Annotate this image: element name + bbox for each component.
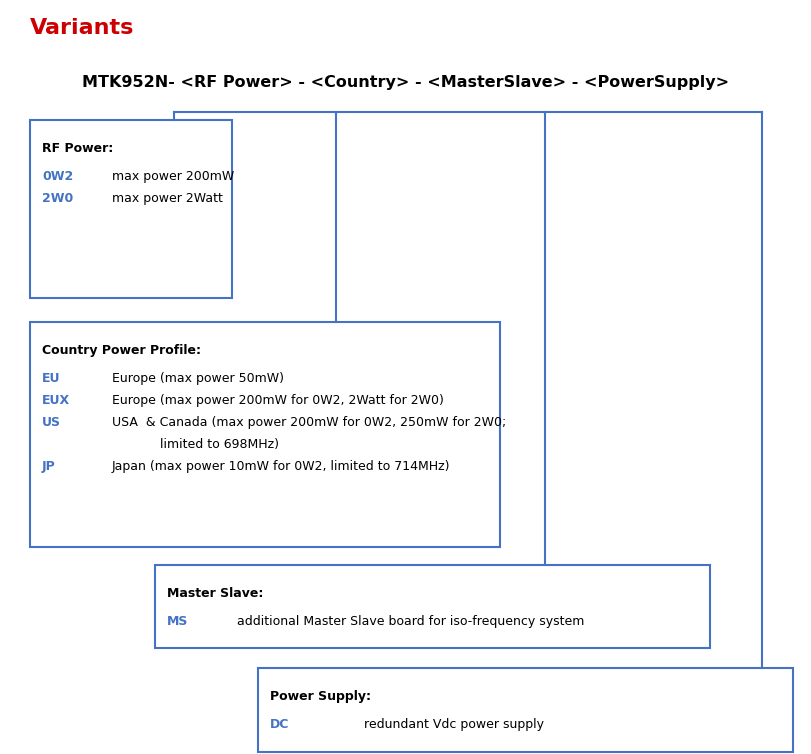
Text: 0W2: 0W2 — [42, 170, 73, 183]
Text: Power Supply:: Power Supply: — [270, 690, 371, 703]
Bar — [30, 322, 500, 547]
Text: additional Master Slave board for iso-frequency system: additional Master Slave board for iso-fr… — [237, 615, 584, 628]
Text: Europe (max power 200mW for 0W2, 2Watt for 2W0): Europe (max power 200mW for 0W2, 2Watt f… — [112, 394, 444, 407]
Text: MTK952N- <RF Power> - <Country> - <MasterSlave> - <PowerSupply>: MTK952N- <RF Power> - <Country> - <Maste… — [83, 75, 728, 90]
Text: max power 2Watt: max power 2Watt — [112, 192, 222, 205]
Bar — [155, 565, 709, 648]
Text: Master Slave:: Master Slave: — [167, 587, 263, 600]
Text: MS: MS — [167, 615, 188, 628]
Text: 2W0: 2W0 — [42, 192, 73, 205]
Text: US: US — [42, 416, 61, 429]
Text: max power 200mW: max power 200mW — [112, 170, 234, 183]
Text: redundant Vdc power supply: redundant Vdc power supply — [340, 718, 543, 731]
Text: Variants: Variants — [30, 18, 134, 38]
Text: JP: JP — [42, 460, 56, 473]
Text: USA  & Canada (max power 200mW for 0W2, 250mW for 2W0;: USA & Canada (max power 200mW for 0W2, 2… — [112, 416, 505, 429]
Text: Japan (max power 10mW for 0W2, limited to 714MHz): Japan (max power 10mW for 0W2, limited t… — [112, 460, 450, 473]
Text: limited to 698MHz): limited to 698MHz) — [112, 438, 279, 451]
Bar — [30, 120, 232, 298]
Text: DC: DC — [270, 718, 289, 731]
Text: EU: EU — [42, 372, 61, 385]
Text: EUX: EUX — [42, 394, 70, 407]
Text: Europe (max power 50mW): Europe (max power 50mW) — [112, 372, 284, 385]
Text: Country Power Profile:: Country Power Profile: — [42, 344, 201, 357]
Text: RF Power:: RF Power: — [42, 142, 113, 155]
Bar — [258, 668, 792, 752]
